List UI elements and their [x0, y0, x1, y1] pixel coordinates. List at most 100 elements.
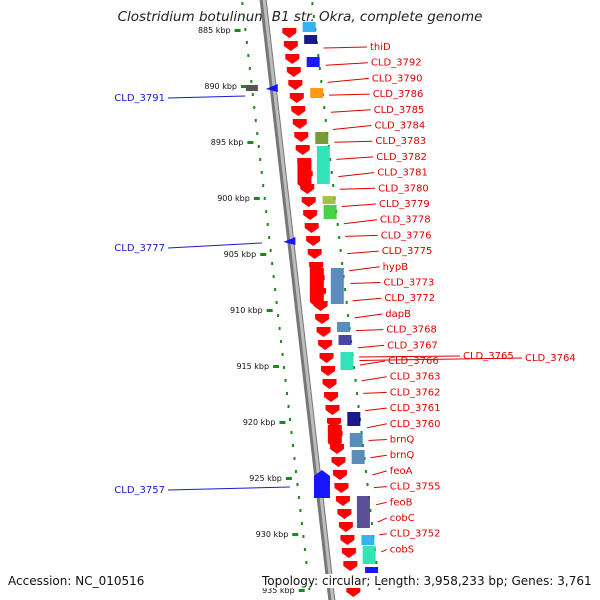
gene-features	[245, 22, 379, 597]
axis-tick-label: 925 kbp	[249, 474, 282, 483]
forward-label-line	[359, 355, 461, 358]
annotation-box	[340, 352, 354, 370]
forward-cds-arrow	[307, 249, 322, 259]
forward-cds-arrow	[294, 132, 309, 142]
forward-label-line	[334, 140, 373, 143]
axis-tick-mark	[260, 253, 267, 256]
forward-label-line	[329, 93, 370, 96]
outer-dotted-ring-dot	[356, 392, 359, 395]
outer-dotted-ring-dot	[336, 223, 339, 226]
inner-dotted-ring-dot	[278, 327, 281, 330]
forward-label-line	[381, 548, 388, 553]
forward-label-line	[354, 313, 383, 319]
forward-label-line	[359, 360, 386, 366]
reverse-cds-arrow	[265, 84, 278, 92]
axis-tick-label: 895 kbp	[211, 138, 244, 147]
inner-dotted-ring-dot	[308, 587, 311, 590]
outer-dotted-ring-dot	[378, 587, 381, 590]
inner-dotted-ring-dot	[281, 353, 284, 356]
forward-cds-arrow	[319, 353, 334, 363]
forward-label-line	[338, 172, 375, 178]
axis-tick-label: 885 kbp	[198, 26, 231, 35]
forward-cds-arrow	[331, 457, 346, 467]
outer-dotted-ring-dot	[332, 184, 335, 187]
forward-label-line	[350, 282, 381, 284]
inner-dotted-ring-dot	[269, 249, 272, 252]
forward-label-line	[370, 454, 387, 459]
inner-dotted-ring-dot	[244, 28, 247, 31]
annotation-box	[310, 88, 324, 98]
forward-cds-arrow	[283, 41, 298, 51]
forward-cds-arrow	[346, 587, 361, 597]
forward-cds-arrow	[295, 145, 310, 155]
inner-dotted-ring-dot	[245, 41, 248, 44]
outer-dotted-ring-dot	[347, 314, 350, 317]
inner-dotted-ring-dot	[277, 314, 280, 317]
outer-dotted-ring-dot	[330, 171, 333, 174]
forward-cds-arrow	[325, 405, 340, 415]
inner-dotted-ring-dot	[296, 483, 299, 486]
axis-ticks: 885 kbp 890 kbp 895 kbp 900 kbp 905 kbp 910 k…	[198, 26, 305, 595]
reverse-cds-block	[313, 470, 330, 498]
outer-dotted-ring-dot	[370, 522, 373, 525]
inner-dotted-ring-dot	[266, 223, 269, 226]
forward-label-line	[368, 439, 387, 441]
annotation-box	[351, 450, 365, 464]
axis-tick-label: 920 kbp	[243, 418, 276, 427]
inner-dotted-ring-dot	[259, 158, 262, 161]
annotation-box	[315, 132, 329, 144]
reverse-annotation-box	[245, 85, 258, 91]
forward-gene-label: CLD_3790	[372, 73, 423, 84]
outer-dotted-ring-dot	[339, 249, 342, 252]
inner-dotted-ring-dot	[268, 236, 271, 239]
forward-gene-label: CLD_3775	[382, 246, 433, 257]
annotation-box	[306, 57, 320, 67]
inner-dotted-ring-dot	[297, 496, 300, 499]
annotation-box	[361, 535, 375, 545]
axis-tick-label: 935 kbp	[262, 586, 295, 595]
forward-cds-arrow	[340, 535, 355, 545]
outer-dotted-ring-dot	[323, 106, 326, 109]
annotation-box	[316, 146, 330, 184]
axis-tick-label: 915 kbp	[236, 362, 269, 371]
inner-dotted-ring-dot	[254, 119, 257, 122]
forward-cds-arrow	[303, 210, 318, 220]
inner-dotted-ring-dot	[262, 184, 265, 187]
forward-cds-arrow-long	[297, 160, 312, 190]
outer-dotted-ring-dot	[311, 2, 314, 5]
inner-dotted-ring-dot	[241, 2, 244, 5]
forward-cds-arrow	[301, 197, 316, 207]
forward-gene-label: CLD_3785	[374, 105, 425, 116]
forward-label-line	[343, 219, 377, 225]
forward-gene-label: brnQ	[390, 435, 415, 446]
inner-dotted-ring-dot	[302, 535, 305, 538]
forward-label-line	[345, 234, 378, 237]
axis-tick-mark	[240, 85, 247, 88]
inner-dotted-ring-dot	[251, 93, 254, 96]
axis-tick-mark	[273, 365, 280, 368]
forward-label-line	[323, 46, 368, 49]
gene-labels: CLD_3791 CLD_3777 CLD_3757 thiD CLD_3792 CLD_…	[114, 42, 575, 555]
forward-cds-arrow	[288, 80, 303, 90]
topology-text: Topology: circular; Length: 3,958,233 bp…	[262, 574, 592, 588]
forward-gene-label: CLD_3781	[377, 168, 428, 179]
forward-cds-arrow	[318, 340, 333, 350]
forward-gene-label: CLD_3786	[373, 89, 424, 100]
forward-gene-label: CLD_3755	[390, 482, 441, 493]
inner-dotted-ring-dot	[303, 548, 306, 551]
outer-dotted-ring-dot	[345, 301, 348, 304]
forward-label-line	[367, 423, 387, 429]
outer-dotted-ring-dot	[375, 561, 378, 564]
forward-gene-label: CLD_3760	[390, 419, 441, 430]
forward-cds-arrow	[289, 93, 304, 103]
inner-dotted-ring-dot	[247, 54, 250, 57]
forward-gene-label: feoB	[390, 497, 413, 508]
outer-dotted-ring-dot	[338, 236, 341, 239]
inner-dotted-ring-dot	[305, 561, 308, 564]
forward-cds-arrow	[332, 470, 347, 480]
forward-gene-label: CLD_3762	[390, 387, 441, 398]
forward-label-line	[327, 77, 369, 83]
inner-dotted-ring-dot	[286, 392, 289, 395]
outer-dotted-ring-dot	[320, 80, 323, 83]
